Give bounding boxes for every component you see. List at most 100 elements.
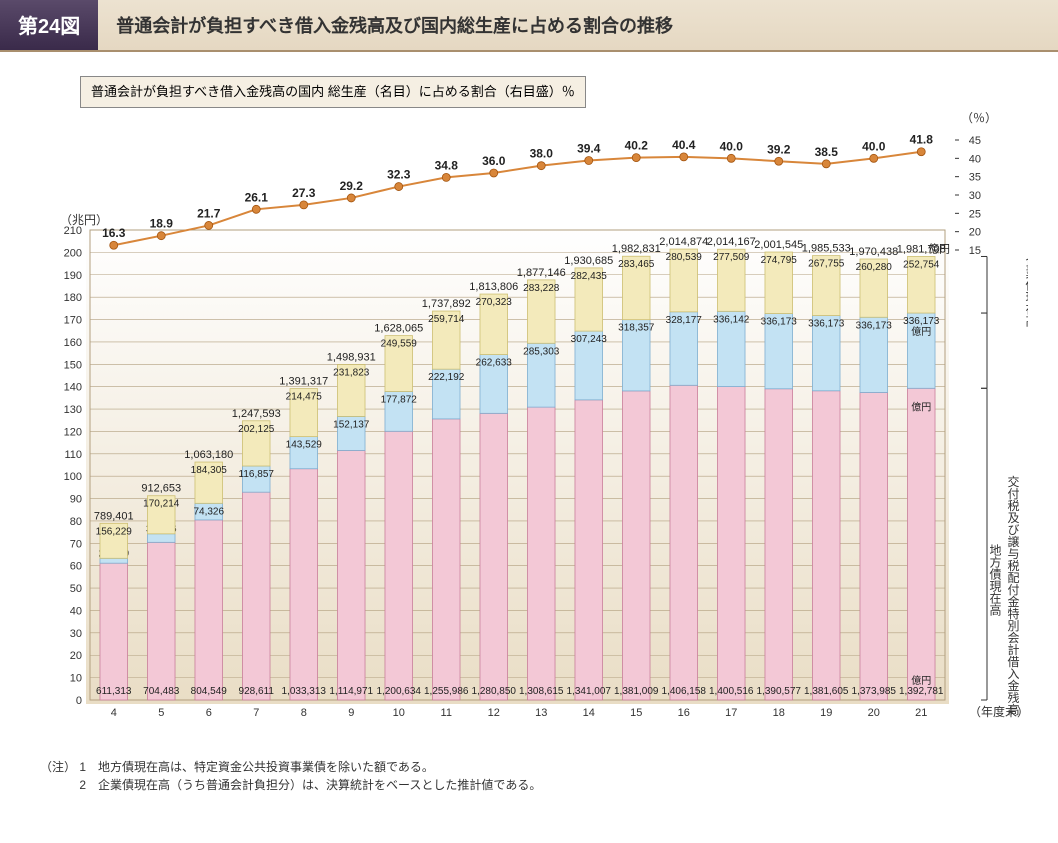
x-tick-label: 13 <box>535 707 547 719</box>
svg-text:100: 100 <box>64 471 82 483</box>
bar-total-label: 1,628,065 <box>374 323 423 335</box>
footnote-1: 1 地方債現在高は、特定資金公共投資事業債を除いた額である。 <box>79 760 434 774</box>
ratio-marker <box>585 157 593 165</box>
bar-segment-label: 611,313 <box>96 686 132 697</box>
svg-text:60: 60 <box>70 561 82 573</box>
bar-segment-label: 283,228 <box>523 283 560 294</box>
bar-segment-label: 1,033,313 <box>282 686 327 697</box>
bar-segment-label: 156,229 <box>96 526 133 537</box>
unit-label: 億円 <box>911 674 931 687</box>
ratio-value-label: 40.0 <box>720 139 744 153</box>
svg-text:0: 0 <box>76 695 82 707</box>
bar-segment-label: 1,400,516 <box>709 686 754 697</box>
ratio-marker <box>157 232 165 240</box>
svg-text:130: 130 <box>64 404 82 416</box>
bar-total-label: 2,001,545 <box>754 239 803 251</box>
bar-segment-label: 1,200,634 <box>377 686 422 697</box>
bar-total-label: 912,653 <box>141 483 181 495</box>
bar-total-label: 1,737,892 <box>422 298 471 310</box>
ratio-value-label: 39.4 <box>577 142 601 156</box>
ratio-marker <box>822 160 830 168</box>
ratio-value-label: 32.3 <box>387 168 411 182</box>
bar-segment <box>670 385 698 700</box>
x-tick-label: 9 <box>348 707 354 719</box>
bar-segment-label: 1,280,850 <box>472 686 517 697</box>
footnote-prefix: （注） <box>40 760 76 774</box>
bar-segment-label: 274,795 <box>761 255 798 266</box>
bar-segment-label: 336,173 <box>808 319 845 330</box>
bar-segment-label: 1,255,986 <box>424 686 469 697</box>
x-tick-label: 7 <box>253 707 259 719</box>
svg-text:40: 40 <box>70 605 82 617</box>
x-tick-label: 11 <box>441 707 452 719</box>
svg-text:50: 50 <box>70 583 82 595</box>
bar-segment-label: 1,114,971 <box>329 686 373 697</box>
bar-segment <box>860 392 888 700</box>
ratio-marker <box>442 173 450 181</box>
bar-total-label: 1,930,685 <box>564 255 613 267</box>
ratio-marker <box>680 153 688 161</box>
bar-segment-label: 170,214 <box>143 499 180 510</box>
x-tick-label: 17 <box>725 707 737 719</box>
svg-text:（％）: （％） <box>961 111 997 125</box>
bar-segment-label: 307,243 <box>571 334 608 345</box>
bar-segment <box>480 413 508 700</box>
bar-segment <box>147 534 175 542</box>
svg-text:25: 25 <box>969 208 981 220</box>
ratio-marker <box>917 148 925 156</box>
svg-text:30: 30 <box>70 628 82 640</box>
bar-segment-label: 202,125 <box>238 424 275 435</box>
bar-segment-label: 116,857 <box>239 469 275 480</box>
ratio-marker <box>110 241 118 249</box>
chart-area: 普通会計が負担すべき借入金残高の国内 総生産（名目）に占める割合（右目盛）％ 0… <box>30 70 1028 750</box>
unit-label: 億円 <box>911 325 931 338</box>
svg-text:170: 170 <box>64 315 82 327</box>
bar-segment <box>147 542 175 700</box>
ratio-marker <box>537 162 545 170</box>
footnote-2: 2 企業債現在高（うち普通会計負担分）は、決算統計をベースとした推計値である。 <box>79 778 541 792</box>
svg-text:110: 110 <box>64 449 82 461</box>
bar-segment <box>575 400 603 700</box>
bar-segment <box>622 391 650 700</box>
bar-total-label: 1,985,533 <box>802 243 851 255</box>
ratio-marker <box>775 157 783 165</box>
x-tick-label: 5 <box>158 707 164 719</box>
ratio-value-label: 40.0 <box>862 139 886 153</box>
bar-total-label: 1,391,317 <box>279 376 328 388</box>
bar-segment <box>812 391 840 700</box>
svg-text:40: 40 <box>969 153 981 165</box>
bar-segment-label: 282,435 <box>571 271 608 282</box>
svg-text:140: 140 <box>64 382 82 394</box>
x-tick-label: 18 <box>773 707 785 719</box>
x-tick-label: 14 <box>583 707 595 719</box>
bar-segment-label: 283,465 <box>618 259 655 270</box>
ratio-value-label: 27.3 <box>292 186 316 200</box>
svg-text:10: 10 <box>70 673 82 685</box>
bar-segment-label: 328,177 <box>666 315 703 326</box>
x-tick-label: 15 <box>630 707 642 719</box>
ratio-value-label: 21.7 <box>197 206 221 220</box>
svg-text:80: 80 <box>70 516 82 528</box>
bar-segment-label: 143,529 <box>286 440 323 451</box>
ratio-value-label: 29.2 <box>340 179 364 193</box>
bar-total-label: 1,247,593 <box>232 408 281 420</box>
ratio-marker <box>252 205 260 213</box>
svg-text:20: 20 <box>70 650 82 662</box>
ratio-value-label: 40.2 <box>625 139 649 153</box>
ratio-value-label: 26.1 <box>245 190 269 204</box>
figure-title: 普通会計が負担すべき借入金残高及び国内総生産に占める割合の推移 <box>98 0 1058 50</box>
bar-segment-label: 1,381,009 <box>614 686 659 697</box>
ratio-marker <box>300 201 308 209</box>
bar-segment-label: 804,549 <box>191 686 228 697</box>
line-legend-box: 普通会計が負担すべき借入金残高の国内 総生産（名目）に占める割合（右目盛）％ <box>80 76 586 108</box>
svg-text:70: 70 <box>70 538 82 550</box>
svg-text:160: 160 <box>64 337 82 349</box>
bar-segment-label: 318,357 <box>618 323 655 334</box>
ratio-marker <box>347 194 355 202</box>
ratio-marker <box>632 154 640 162</box>
svg-text:190: 190 <box>64 270 82 282</box>
bar-segment-label: 1,341,007 <box>567 686 612 697</box>
bar-segment <box>337 450 365 700</box>
bar-segment-label: 336,142 <box>713 314 750 325</box>
ratio-value-label: 34.8 <box>435 158 459 172</box>
